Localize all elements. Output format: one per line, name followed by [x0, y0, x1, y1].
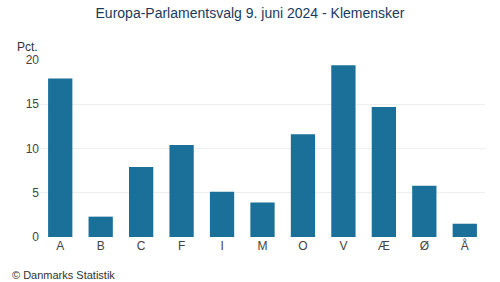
svg-text:F: F: [178, 239, 185, 253]
svg-text:I: I: [220, 239, 223, 253]
svg-text:Ø: Ø: [420, 239, 429, 253]
svg-text:B: B: [97, 239, 105, 253]
svg-text:20: 20: [26, 53, 40, 67]
svg-text:V: V: [339, 239, 347, 253]
svg-text:C: C: [137, 239, 146, 253]
svg-text:Æ: Æ: [378, 239, 390, 253]
svg-text:Å: Å: [461, 238, 469, 253]
svg-text:A: A: [56, 239, 64, 253]
svg-text:Europa-Parlamentsvalg 9. juni: Europa-Parlamentsvalg 9. juni 2024 - Kle…: [96, 5, 405, 21]
svg-text:15: 15: [26, 97, 40, 111]
svg-text:© Danmarks Statistik: © Danmarks Statistik: [12, 269, 115, 281]
svg-text:0: 0: [32, 230, 39, 244]
svg-text:O: O: [298, 239, 307, 253]
svg-text:Pct.: Pct.: [17, 40, 38, 54]
svg-text:5: 5: [32, 186, 39, 200]
svg-text:M: M: [258, 239, 268, 253]
svg-text:10: 10: [26, 142, 40, 156]
